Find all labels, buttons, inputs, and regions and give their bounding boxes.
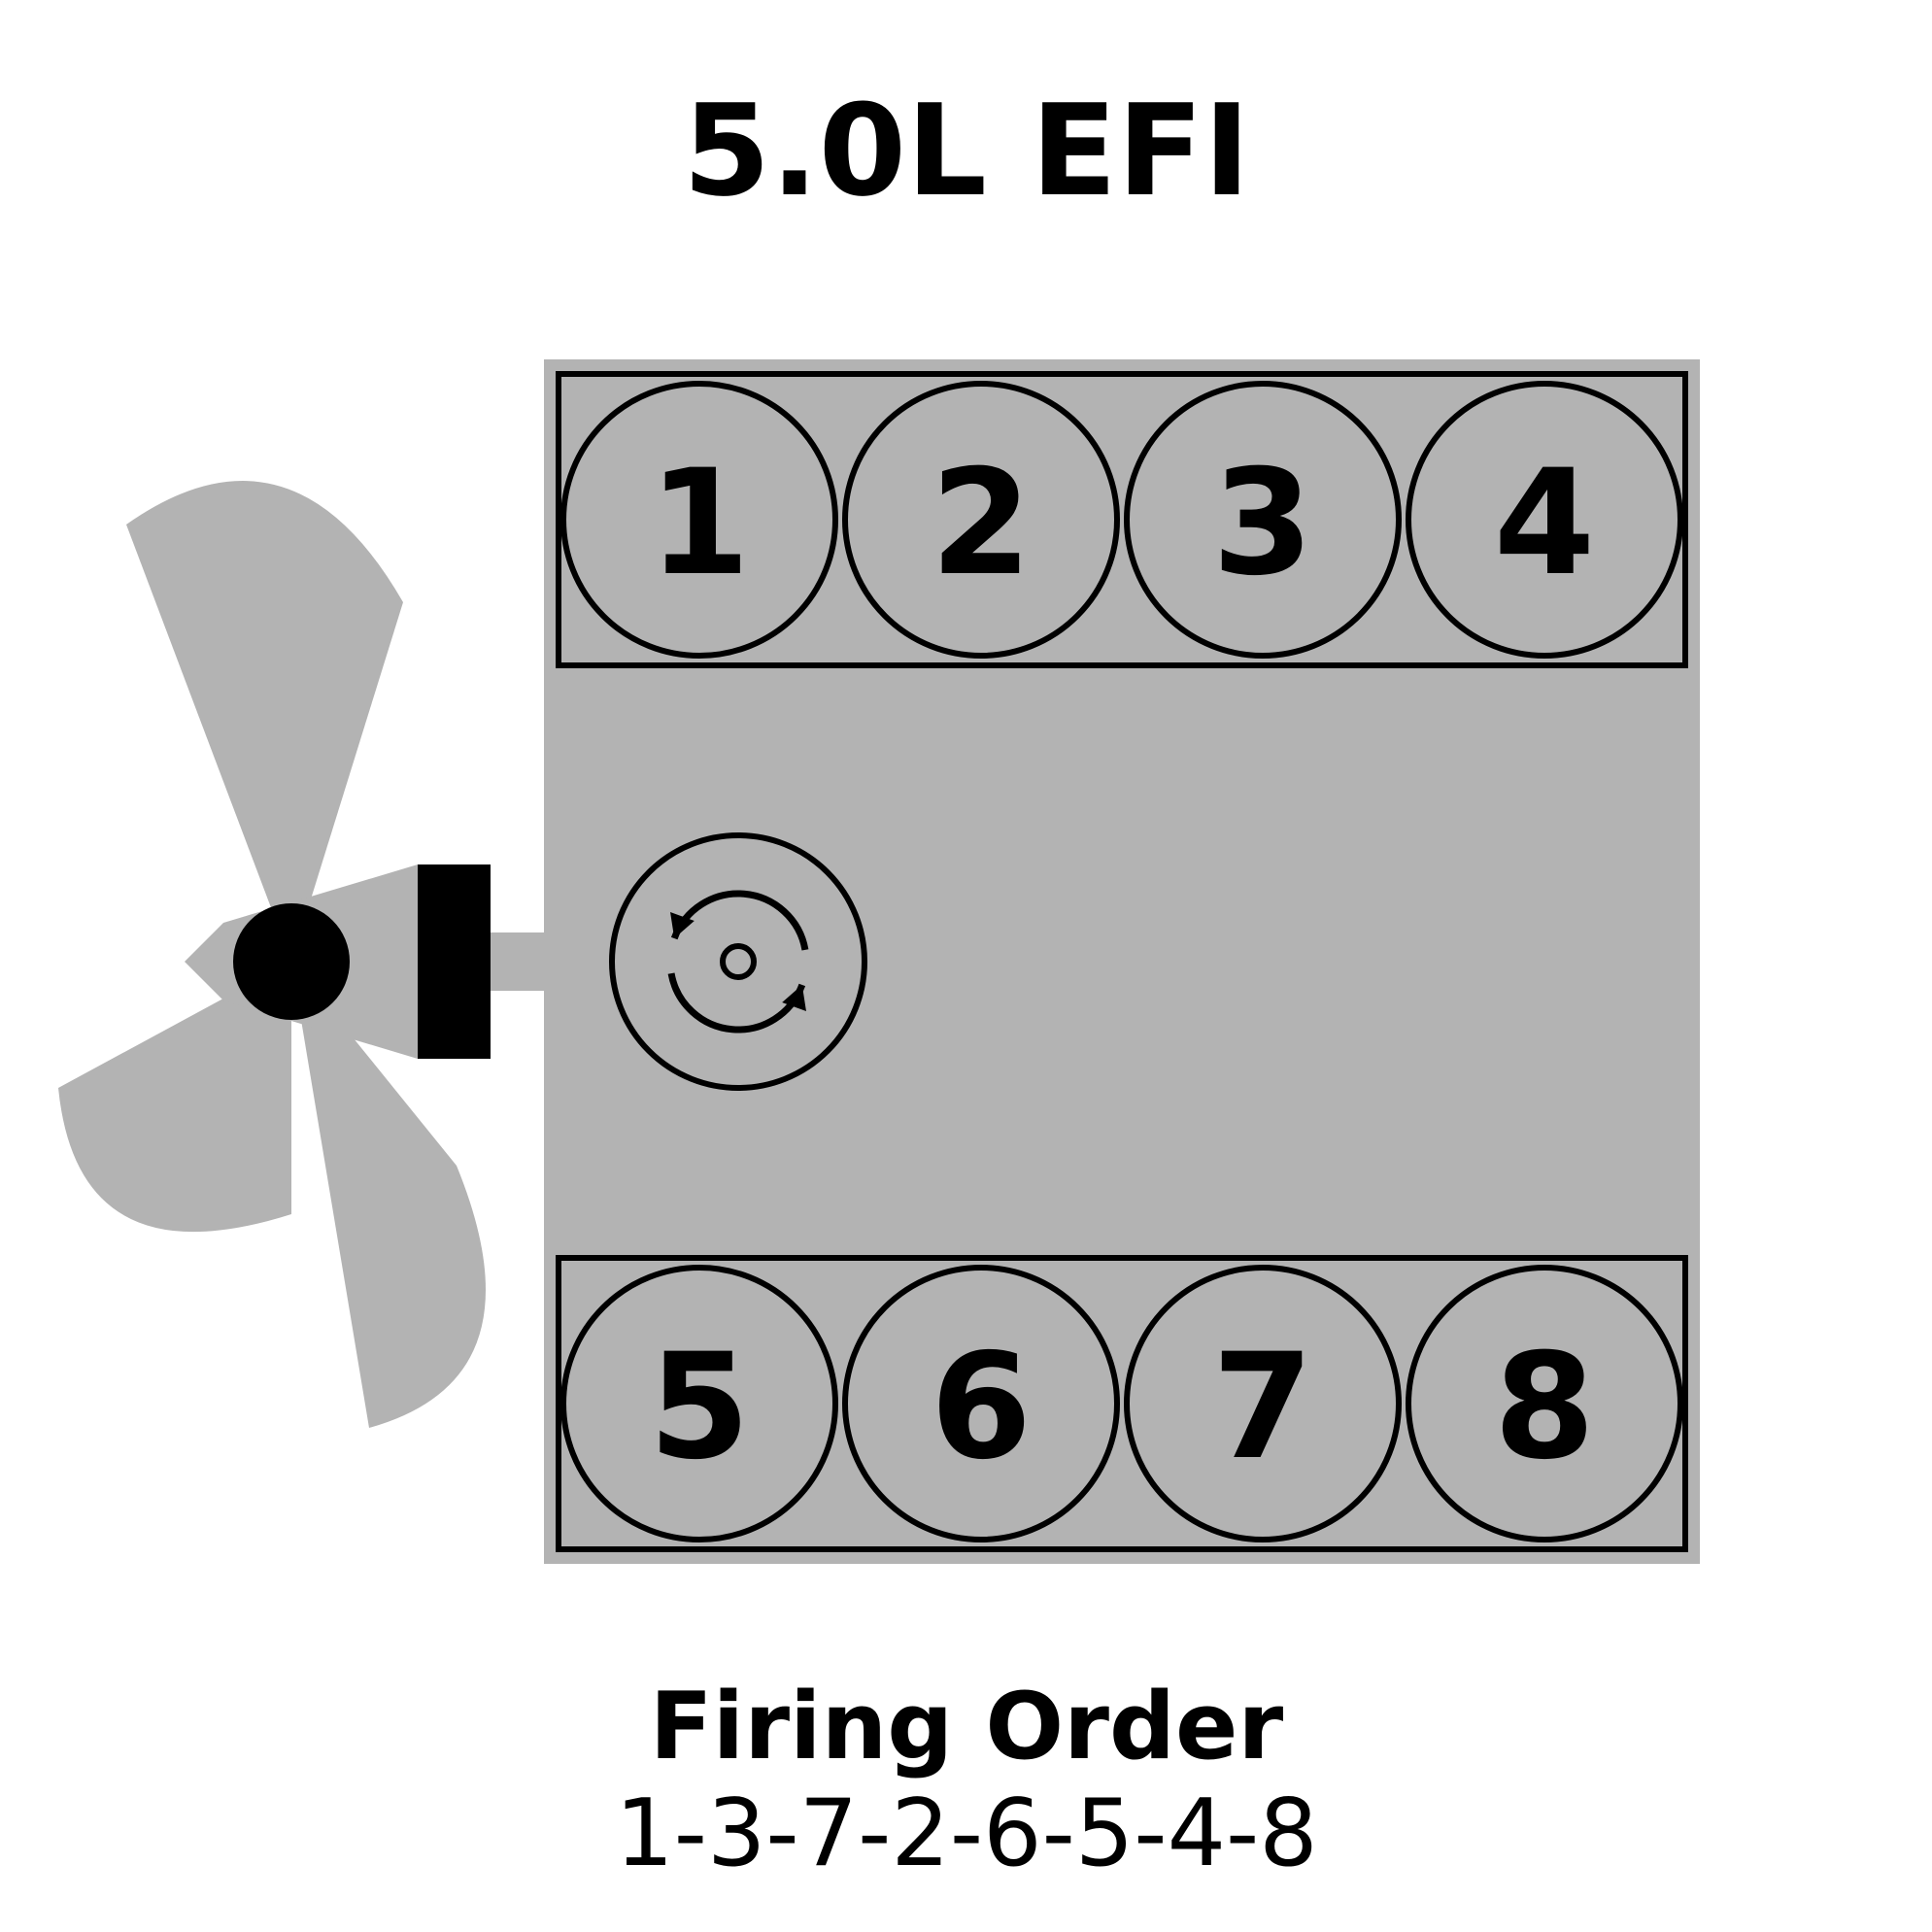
cylinder-label-7: 7: [1212, 1323, 1313, 1492]
cylinder-label-1: 1: [649, 439, 750, 608]
cylinder-label-3: 3: [1212, 439, 1313, 608]
fan-hub: [233, 903, 350, 1020]
cylinder-label-2: 2: [931, 439, 1032, 608]
firing-order-label: Firing Order: [650, 1674, 1284, 1780]
shaft-collar: [418, 864, 491, 1059]
firing-order-diagram: 1 2 3 4 5 6 7 8 5.0L EFI Firing Order1-3-7-2-6-5-…: [0, 0, 1932, 1932]
distributor-outer: [612, 835, 864, 1088]
cylinder-label-8: 8: [1494, 1323, 1595, 1492]
cylinder-label-4: 4: [1494, 439, 1595, 608]
cylinder-label-5: 5: [649, 1323, 750, 1492]
firing-order-value: 1-3-7-2-6-5-4-8: [615, 1780, 1318, 1887]
cylinder-label-6: 6: [931, 1323, 1032, 1492]
diagram-title: 5.0L EFI: [683, 77, 1250, 224]
distributor-icon: [612, 835, 864, 1088]
